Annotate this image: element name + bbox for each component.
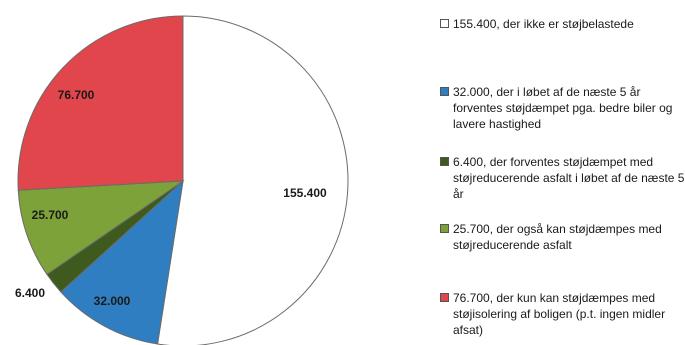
- legend-swatch: [440, 87, 449, 96]
- data-label-not-noise-burdened: 155.400: [283, 186, 327, 200]
- pie-slice-asphalt-possible: [17, 180, 185, 276]
- legend-label: 32.000, der i løbet af de næste 5 år for…: [453, 85, 673, 131]
- data-label-asphalt-planned: 6.400: [15, 286, 45, 300]
- pie-slice-insulation-only: [17, 15, 184, 191]
- pie-slices: [17, 15, 349, 345]
- data-label-insulation-only: 76.700: [58, 88, 95, 102]
- data-label-asphalt-possible: 25.700: [32, 208, 69, 222]
- legend-swatch: [440, 293, 449, 302]
- legend-label: 76.700, der kun kan støjdæmpes med støji…: [453, 291, 666, 337]
- pie-data-labels: 155.400 32.000 6.400 25.700 76.700: [15, 88, 327, 308]
- legend-swatch: [440, 224, 449, 233]
- legend-label: 25.700, der også kan støjdæmpes med støj…: [453, 222, 662, 252]
- legend-swatch: [440, 19, 449, 28]
- legend-swatch: [440, 157, 449, 166]
- legend-label: 155.400, der ikke er støjbelastede: [453, 17, 634, 31]
- legend-label: 6.400, der forventes støjdæmpet med støj…: [453, 155, 685, 201]
- pie-slice-better-cars: [60, 179, 184, 345]
- data-label-better-cars: 32.000: [94, 294, 131, 308]
- pie-slice-not-noise-burdened: [156, 15, 349, 345]
